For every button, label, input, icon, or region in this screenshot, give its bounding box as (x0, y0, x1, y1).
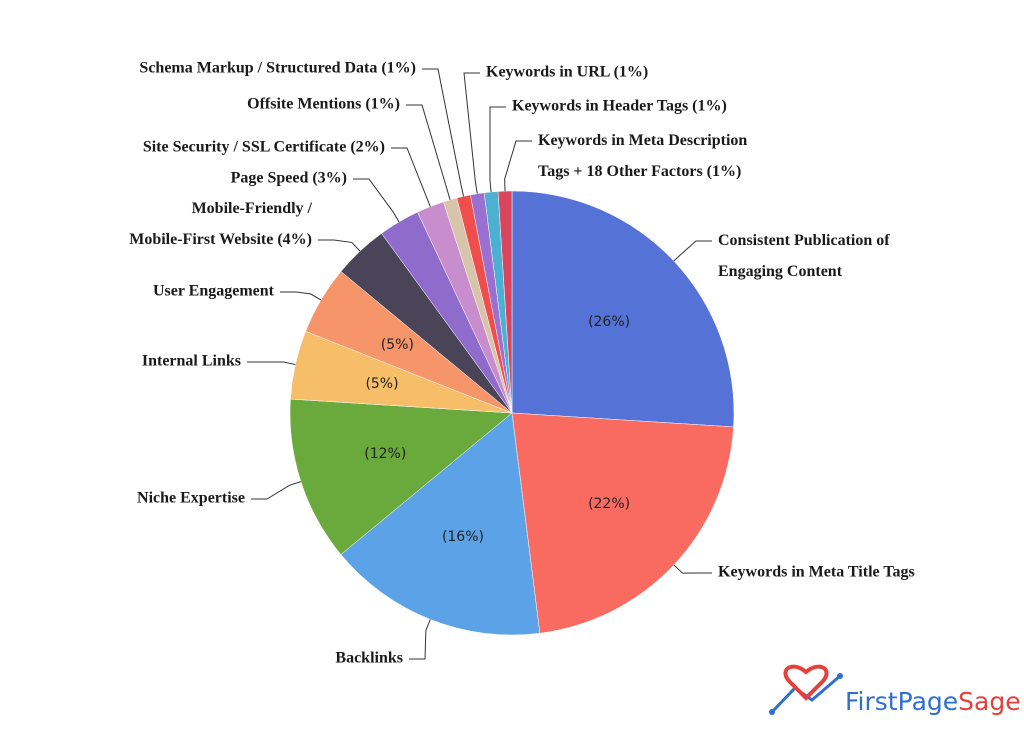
category-label: Keywords in URL (1%) (486, 64, 648, 81)
leader-line (673, 564, 712, 574)
value-label: (22%) (588, 496, 630, 512)
category-label: User Engagement (153, 283, 275, 300)
category-label: Keywords in Header Tags (1%) (512, 98, 727, 115)
category-label: Page Speed (3%) (231, 170, 347, 187)
label-line: Engaging Content (718, 263, 843, 280)
logo-heart (783, 664, 829, 701)
category-label: Niche Expertise (137, 490, 245, 507)
label-line: Consistent Publication of (718, 232, 890, 249)
value-label: (12%) (364, 446, 406, 462)
logo-first: FirstPage (845, 687, 958, 716)
pie-slice (511, 412, 734, 634)
leader-line (463, 72, 480, 194)
value-label: (5%) (381, 337, 414, 353)
category-label: Offsite Mentions (1%) (247, 96, 400, 113)
leader-line (251, 481, 302, 500)
category-label: Schema Markup / Structured Data (1%) (139, 60, 416, 77)
value-label: (16%) (442, 529, 484, 545)
leader-line (422, 68, 465, 197)
logo-second: Sage (958, 687, 1020, 716)
leader-line (318, 239, 361, 252)
logo-dot (837, 673, 843, 679)
category-label: Backlinks (335, 650, 403, 667)
label-line: Mobile-Friendly / (192, 200, 313, 217)
pie-slice (511, 190, 735, 428)
leader-line (489, 106, 506, 193)
logo-dot (769, 709, 775, 715)
logo: FirstPageSage (769, 664, 1021, 716)
leader-line (406, 104, 451, 200)
category-label: Mobile-Friendly / Mobile-First Website (4… (129, 200, 312, 248)
pie-slice (289, 398, 513, 555)
label-line: Keywords in Meta Description (538, 132, 747, 149)
leader-line (673, 240, 712, 262)
leader-line (280, 291, 322, 301)
label-line: Tags + 18 Other Factors (1%) (538, 163, 741, 180)
category-label: Consistent Publication of Engaging Conten… (718, 232, 890, 280)
logo-line (770, 674, 841, 714)
category-label: Site Security / SSL Certificate (2%) (143, 139, 385, 156)
logo-text: FirstPageSage (845, 687, 1021, 716)
value-label: (5%) (365, 376, 398, 392)
leader-line (409, 619, 431, 660)
leader-line (504, 140, 532, 192)
category-label: Internal Links (142, 353, 241, 370)
category-label: Keywords in Meta Description Tags + 18 Ot… (538, 132, 747, 180)
label-line: Mobile-First Website (4%) (129, 231, 312, 248)
leader-line (391, 147, 431, 207)
leader-line (353, 178, 400, 223)
pie-slice (340, 412, 541, 636)
value-label: (26%) (588, 314, 630, 330)
category-label: Keywords in Meta Title Tags (718, 564, 915, 581)
leader-line (247, 361, 296, 366)
